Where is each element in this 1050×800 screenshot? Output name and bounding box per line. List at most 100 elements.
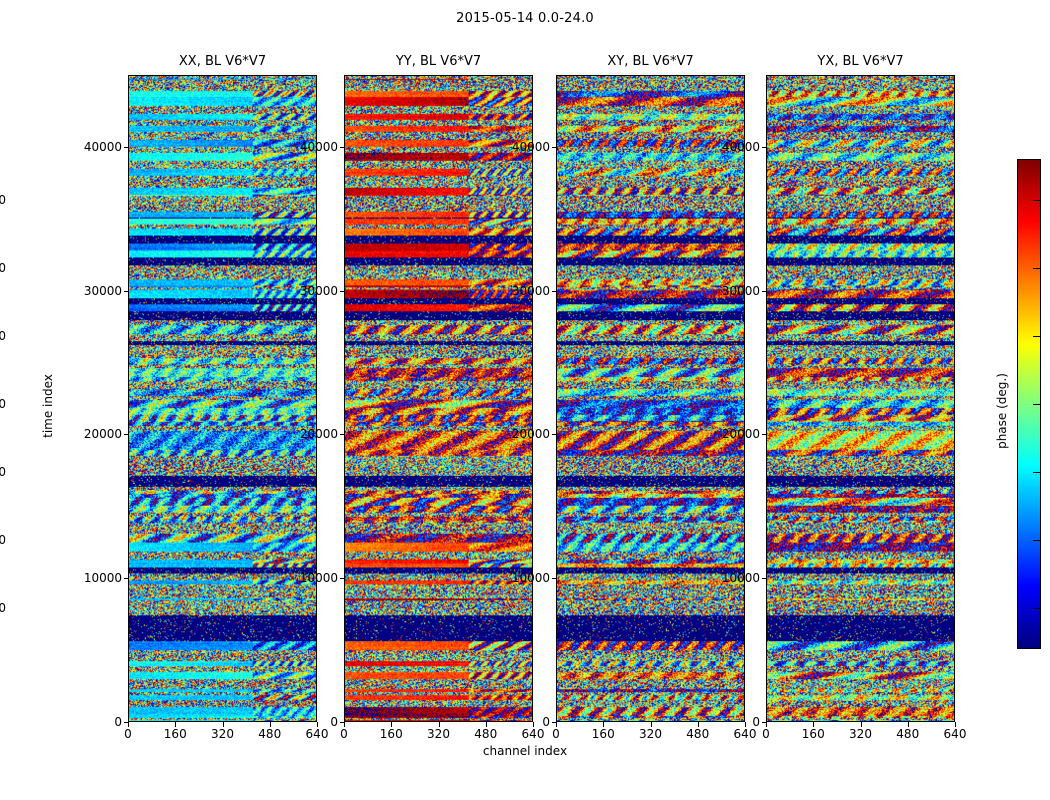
x-tick-label: 640	[305, 727, 329, 741]
x-tick-label: 480	[896, 727, 920, 741]
x-tick-label: 640	[521, 727, 545, 741]
y-tick-label: 0	[542, 715, 550, 729]
x-tick-mark	[697, 722, 699, 727]
y-tick-label: 40000	[83, 139, 122, 154]
y-tick-mark	[124, 290, 129, 292]
y-tick-label: 20000	[721, 427, 760, 442]
x-tick-mark	[391, 722, 393, 727]
x-tick-mark	[128, 722, 129, 727]
y-tick-mark	[762, 722, 767, 723]
x-tick-label: 320	[849, 727, 872, 741]
colorbar-tick-mark	[1033, 267, 1041, 269]
y-tick-mark	[762, 434, 767, 436]
y-tick-mark	[340, 434, 345, 436]
x-tick-mark	[222, 722, 224, 727]
y-tick-label: 0	[752, 715, 760, 729]
colorbar-tick-label: −150	[0, 601, 6, 616]
x-axis-label: channel index	[482, 744, 568, 758]
x-tick-mark	[907, 722, 909, 727]
heatmap-panel-yx	[766, 75, 955, 722]
y-tick-mark	[552, 722, 557, 723]
x-tick-mark	[317, 722, 318, 727]
x-tick-label: 320	[427, 727, 450, 741]
x-tick-mark	[485, 722, 487, 727]
y-tick-label: 30000	[83, 283, 122, 298]
y-tick-label: 40000	[721, 139, 760, 154]
panel-title-xy: XY, BL V6*V7	[607, 54, 694, 69]
colorbar-tick-label: −50	[0, 465, 6, 480]
y-tick-mark	[124, 722, 129, 723]
x-tick-mark	[603, 722, 605, 727]
y-tick-mark	[762, 578, 767, 580]
x-tick-mark	[533, 722, 534, 727]
heatmap-panel-yy	[344, 75, 533, 722]
x-tick-label: 320	[639, 727, 662, 741]
y-tick-label: 30000	[299, 283, 338, 298]
x-tick-label: 320	[211, 727, 234, 741]
y-tick-mark	[552, 146, 557, 148]
y-tick-mark	[762, 146, 767, 148]
x-tick-label: 640	[733, 727, 757, 741]
y-tick-mark	[552, 434, 557, 436]
y-tick-mark	[124, 146, 129, 148]
x-tick-label: 0	[762, 727, 770, 741]
y-tick-mark	[552, 578, 557, 580]
figure-suptitle: 2015-05-14 0.0-24.0	[456, 11, 594, 26]
heatmap-panel-xy	[556, 75, 745, 722]
y-tick-mark	[340, 578, 345, 580]
x-tick-label: 480	[686, 727, 710, 741]
y-tick-label: 20000	[511, 427, 550, 442]
x-tick-mark	[860, 722, 862, 727]
x-tick-mark	[766, 722, 767, 727]
x-tick-mark	[650, 722, 652, 727]
colorbar-tick-mark	[1033, 199, 1041, 201]
x-tick-label: 640	[943, 727, 967, 741]
y-tick-mark	[552, 290, 557, 292]
colorbar-tick-label: 0	[0, 397, 6, 411]
colorbar-tick-label: 100	[0, 260, 6, 275]
x-tick-mark	[556, 722, 557, 727]
y-axis-label: time index	[41, 374, 55, 438]
y-tick-label: 10000	[511, 571, 550, 586]
y-tick-mark	[340, 722, 345, 723]
panel-title-xx: XX, BL V6*V7	[178, 54, 267, 69]
y-tick-mark	[762, 290, 767, 292]
x-tick-mark	[175, 722, 177, 727]
y-tick-label: 10000	[83, 571, 122, 586]
y-tick-mark	[124, 578, 129, 580]
x-tick-label: 0	[552, 727, 560, 741]
colorbar-tick-mark	[1033, 540, 1041, 542]
x-tick-mark	[955, 722, 956, 727]
y-tick-label: 30000	[511, 283, 550, 298]
x-tick-label: 160	[801, 727, 825, 741]
y-tick-label: 0	[330, 715, 338, 729]
x-tick-label: 160	[379, 727, 403, 741]
y-tick-label: 20000	[299, 427, 338, 442]
y-tick-label: 10000	[299, 571, 338, 586]
y-tick-label: 0	[114, 715, 122, 729]
y-tick-label: 40000	[299, 139, 338, 154]
y-tick-mark	[124, 434, 129, 436]
y-tick-label: 20000	[83, 427, 122, 442]
colorbar-tick-mark	[1033, 608, 1041, 610]
colorbar-tick-mark	[1033, 404, 1041, 405]
x-tick-label: 480	[474, 727, 498, 741]
heatmap-panel-xx	[128, 75, 317, 722]
x-tick-label: 160	[163, 727, 187, 741]
x-tick-mark	[813, 722, 815, 727]
panel-title-yy: YY, BL V6*V7	[395, 54, 482, 69]
colorbar-tick-label: 50	[0, 328, 6, 343]
y-tick-label: 30000	[721, 283, 760, 298]
colorbar-label: phase (deg.)	[995, 373, 1009, 449]
x-tick-label: 480	[258, 727, 282, 741]
colorbar-tick-label: 150	[0, 192, 6, 207]
x-tick-mark	[438, 722, 440, 727]
x-tick-mark	[745, 722, 746, 727]
y-tick-label: 40000	[511, 139, 550, 154]
colorbar-tick-mark	[1033, 335, 1041, 337]
x-tick-mark	[344, 722, 345, 727]
panel-title-yx: YX, BL V6*V7	[817, 54, 904, 69]
y-tick-mark	[340, 290, 345, 292]
colorbar-tick-label: −100	[0, 533, 6, 548]
